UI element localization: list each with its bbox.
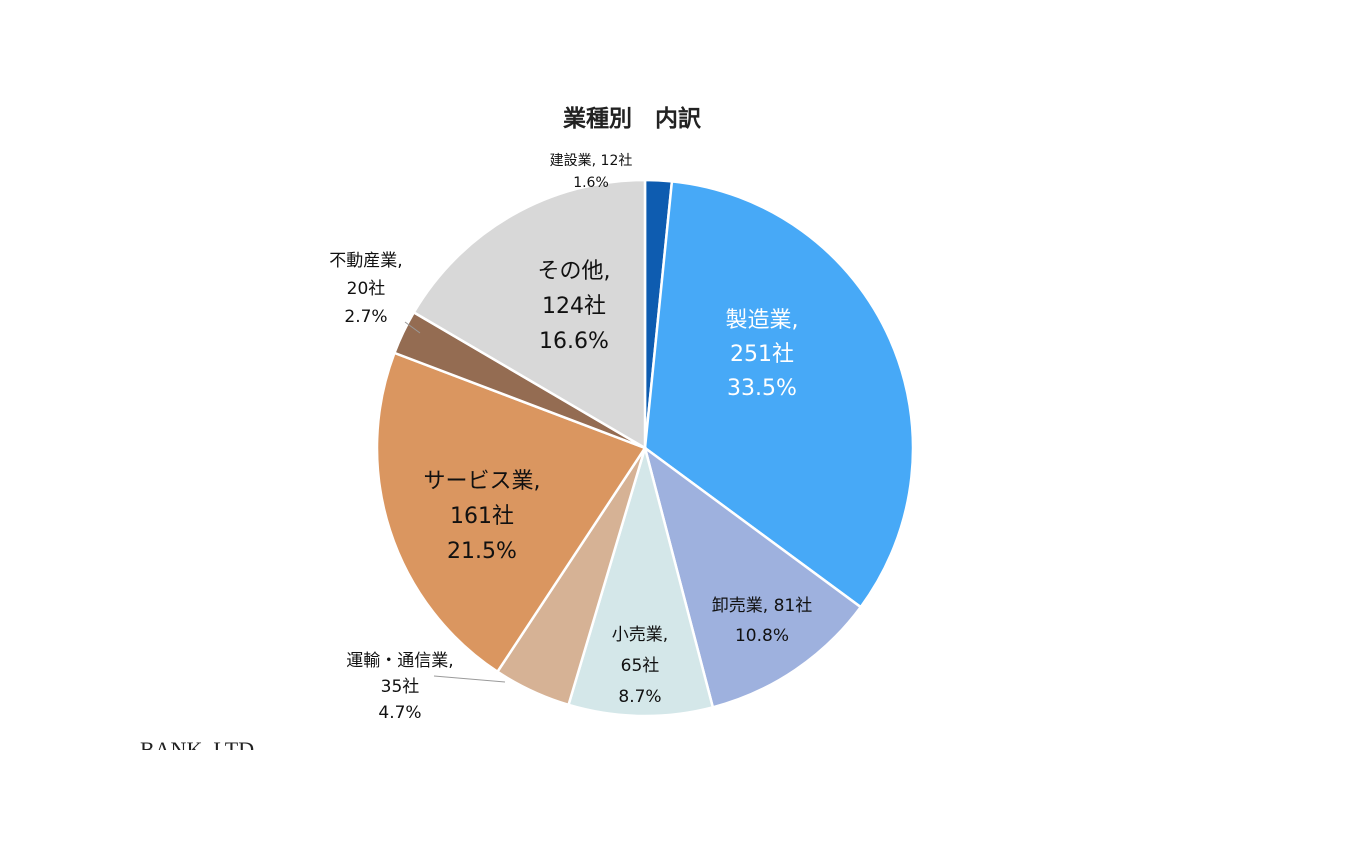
slice-label-5-line-3: 4.7% — [378, 703, 421, 723]
slice-label-4-line-2: 65社 — [621, 656, 660, 676]
slice-label-6-line-2: 161社 — [450, 504, 514, 529]
chart-title: 業種別 内訳 — [562, 105, 702, 132]
slice-label-8-line-1: その他, — [538, 259, 611, 284]
slice-label-2-line-3: 33.5% — [727, 376, 797, 401]
slice-label-1-line-1: 建設業, 12社 — [550, 153, 633, 169]
slice-label-1-line-2: 1.6% — [573, 175, 609, 191]
pie-slice-3 — [642, 444, 863, 709]
leader-line-5 — [433, 675, 506, 683]
slice-label-3-line-1: 卸売業, 81社 — [712, 596, 812, 616]
slice-label-8-line-3: 16.6% — [539, 329, 609, 354]
footer-text: BANK, LTD. — [140, 737, 260, 750]
slice-label-6-line-3: 21.5% — [447, 539, 517, 564]
slice-label-2-line-2: 251社 — [730, 342, 794, 367]
pie-slices — [375, 178, 915, 718]
pie-slice-2 — [643, 179, 915, 609]
slice-label-6-line-1: サービス業, — [424, 469, 541, 494]
pie-slice-6 — [375, 351, 647, 674]
slice-label-4-line-3: 8.7% — [618, 687, 661, 707]
pie-slice-8 — [412, 178, 647, 451]
leader-line-7 — [404, 321, 421, 334]
slice-label-3-line-2: 10.8% — [735, 626, 789, 646]
slice-label-5-line-2: 35社 — [381, 677, 420, 697]
slice-labels: 建設業, 12社 1.6% 製造業, 251社 33.5% 卸売業, 81社 10.8% 小売… — [329, 153, 812, 723]
slice-label-7-line-3: 2.7% — [344, 307, 387, 327]
leader-lines — [404, 321, 506, 683]
slice-label-2-line-1: 製造業, — [726, 308, 799, 333]
slice-label-5-line-1: 運輸・通信業, — [346, 651, 453, 671]
slice-label-7-line-1: 不動産業, — [329, 251, 402, 271]
slice-label-7-line-2: 20社 — [347, 279, 386, 299]
slice-label-4-line-1: 小売業, — [612, 625, 668, 645]
slice-label-8-line-2: 124社 — [542, 294, 606, 319]
pie-slice-4 — [566, 443, 715, 718]
